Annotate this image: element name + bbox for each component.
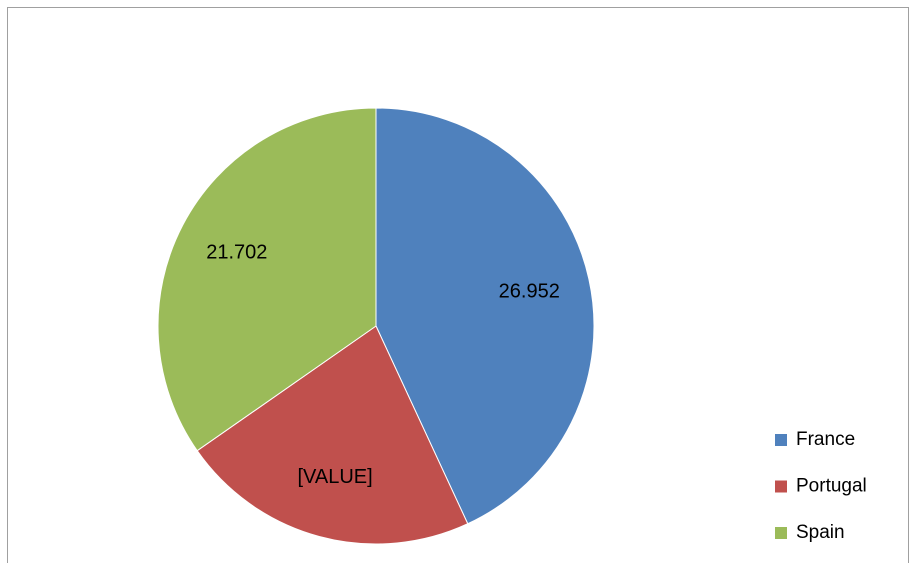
legend-label: Spain <box>796 522 845 543</box>
legend: France Portugal Spain <box>775 429 867 543</box>
chart-frame <box>7 7 909 563</box>
pie-slice <box>196 325 469 545</box>
legend-label: France <box>796 429 855 450</box>
legend-swatch <box>775 527 787 539</box>
legend-swatch <box>775 480 787 493</box>
legend-swatch <box>775 434 787 446</box>
data-label: [VALUE] <box>297 466 372 488</box>
data-label: 21.702 <box>206 242 267 264</box>
data-label: 26.952 <box>499 280 560 302</box>
pie-slice <box>375 107 595 525</box>
pie: 26.952 [VALUE] 21.702 <box>157 107 595 545</box>
legend-label: Portugal <box>796 476 867 497</box>
pie-slice <box>157 107 377 452</box>
